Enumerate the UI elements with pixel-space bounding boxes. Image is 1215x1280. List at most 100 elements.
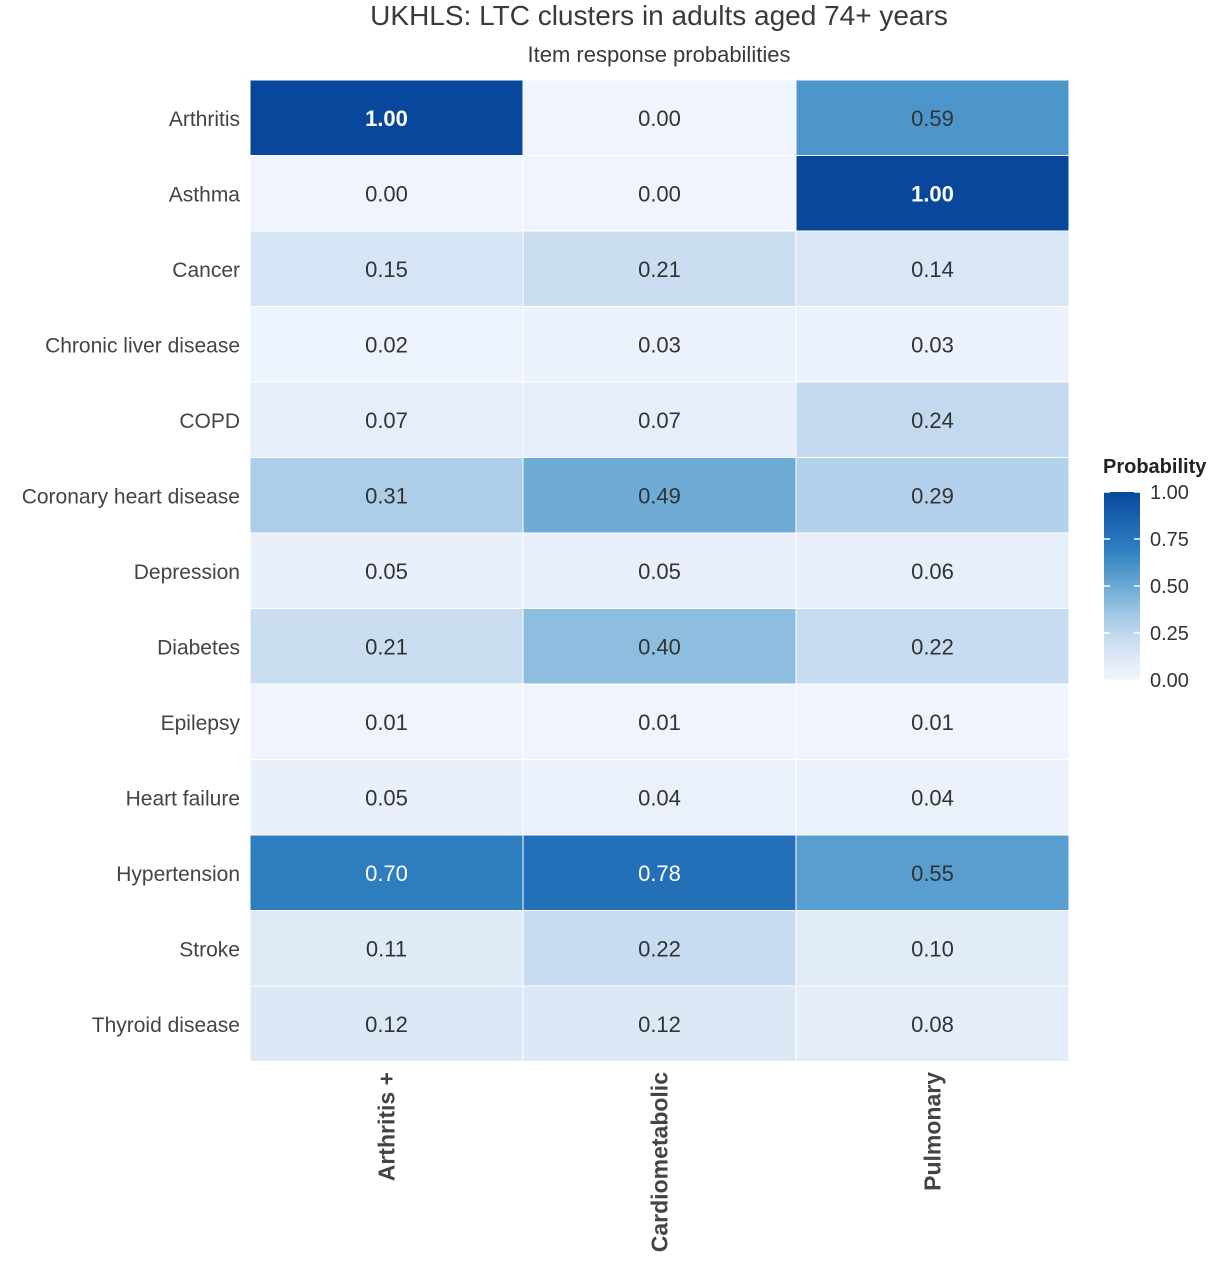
heatmap-cell bbox=[522, 457, 797, 534]
cell-value-label: 0.02 bbox=[365, 332, 408, 357]
heatmap-cell bbox=[249, 155, 524, 232]
heatmap-cell bbox=[795, 608, 1070, 685]
cell-value-label: 0.05 bbox=[638, 559, 681, 584]
cell-value-label: 0.05 bbox=[365, 559, 408, 584]
cell-value-label: 0.59 bbox=[911, 106, 954, 131]
cell-value-label: 0.07 bbox=[638, 408, 681, 433]
legend-ticks: 1.00 0.75 0.50 0.25 0.00 bbox=[1104, 482, 1189, 692]
heatmap-cell bbox=[795, 381, 1070, 458]
heatmap-cell bbox=[795, 683, 1070, 760]
row-label: Coronary heart disease bbox=[22, 485, 240, 508]
legend-tick-label: 0.25 bbox=[1150, 623, 1189, 645]
cell-value-label: 0.49 bbox=[638, 483, 681, 508]
cell-value-label: 0.40 bbox=[638, 634, 681, 659]
cell-value-label: 0.21 bbox=[365, 634, 408, 659]
cell-value-label: 0.04 bbox=[911, 785, 954, 810]
heatmap-cell bbox=[249, 608, 524, 685]
cell-value-label: 0.01 bbox=[638, 710, 681, 735]
chart-subtitle: Item response probabilities bbox=[528, 42, 791, 67]
heatmap-cell bbox=[249, 759, 524, 836]
row-label: Hypertension bbox=[116, 863, 240, 886]
column-label: Pulmonary bbox=[920, 1072, 946, 1191]
row-label: Depression bbox=[134, 561, 240, 584]
cell-value-label: 0.01 bbox=[365, 710, 408, 735]
cell-value-label: 0.04 bbox=[638, 785, 681, 810]
cell-value-label: 0.01 bbox=[911, 710, 954, 735]
cell-value-label: 0.07 bbox=[365, 408, 408, 433]
row-label: Chronic liver disease bbox=[45, 334, 240, 357]
cell-value-label: 0.22 bbox=[638, 936, 681, 961]
heatmap-cell bbox=[795, 306, 1070, 383]
heatmap-cell bbox=[249, 683, 524, 760]
legend-tick-label: 0.75 bbox=[1150, 529, 1189, 551]
column-label: Arthritis + bbox=[374, 1072, 400, 1181]
heatmap-cell bbox=[249, 306, 524, 383]
heatmap-cell bbox=[522, 910, 797, 987]
cell-value-label: 0.55 bbox=[911, 861, 954, 886]
heatmap-cell bbox=[249, 985, 524, 1062]
heatmap-cell bbox=[249, 834, 524, 911]
heatmap-cell bbox=[522, 608, 797, 685]
heatmap-cell bbox=[795, 457, 1070, 534]
heatmap-cells: 1.00 0.00 0.59 0.00 0.00 1.00 0.15 0.21 0.14 0.02… bbox=[249, 79, 1070, 1062]
heatmap-cell bbox=[795, 910, 1070, 987]
cell-value-label: 0.03 bbox=[638, 332, 681, 357]
cell-value-label: 0.15 bbox=[365, 257, 408, 282]
cell-value-label: 0.24 bbox=[911, 408, 954, 433]
heatmap-cell bbox=[522, 532, 797, 609]
heatmap-cell bbox=[522, 155, 797, 232]
heatmap-cell bbox=[249, 381, 524, 458]
cell-value-label: 0.08 bbox=[911, 1012, 954, 1037]
cell-value-label: 0.12 bbox=[365, 1012, 408, 1037]
legend-tick-label: 0.50 bbox=[1150, 576, 1189, 598]
row-label: Epilepsy bbox=[161, 712, 241, 735]
cell-value-label: 0.12 bbox=[638, 1012, 681, 1037]
heatmap-cell bbox=[522, 79, 797, 156]
row-label: Thyroid disease bbox=[92, 1014, 240, 1037]
cell-value-label: 0.70 bbox=[365, 861, 408, 886]
heatmap-cell bbox=[522, 985, 797, 1062]
cell-value-label: 0.22 bbox=[911, 634, 954, 659]
heatmap-cell bbox=[522, 381, 797, 458]
row-label: Heart failure bbox=[126, 787, 240, 810]
row-label: Arthritis bbox=[169, 108, 240, 131]
heatmap-cell bbox=[795, 79, 1070, 156]
row-label: COPD bbox=[179, 410, 240, 433]
cell-value-label: 0.14 bbox=[911, 257, 954, 282]
cell-value-label: 0.10 bbox=[911, 936, 954, 961]
legend-tick-label: 1.00 bbox=[1150, 482, 1189, 504]
column-labels: Arthritis + Cardiometabolic Pulmonary bbox=[374, 1072, 946, 1252]
heatmap-cell bbox=[795, 985, 1070, 1062]
cell-value-label: 0.06 bbox=[911, 559, 954, 584]
row-label: Cancer bbox=[172, 259, 240, 282]
legend: Probability 1.00 0.75 0.50 0.25 0.00 bbox=[1103, 456, 1207, 692]
cell-value-label: 0.21 bbox=[638, 257, 681, 282]
cell-value-label: 0.11 bbox=[366, 936, 407, 961]
column-label: Cardiometabolic bbox=[647, 1072, 673, 1252]
legend-tick-label: 0.00 bbox=[1150, 670, 1189, 692]
cell-value-label: 0.31 bbox=[365, 483, 408, 508]
cell-value-label: 0.00 bbox=[638, 106, 681, 131]
heatmap-cell bbox=[795, 834, 1070, 911]
cell-value-label: 0.00 bbox=[365, 181, 408, 206]
heatmap-cell bbox=[795, 155, 1070, 232]
cell-value-label: 1.00 bbox=[365, 106, 408, 131]
heatmap-cell bbox=[249, 79, 524, 156]
row-label: Stroke bbox=[179, 938, 240, 961]
heatmap-cell bbox=[795, 759, 1070, 836]
cell-value-label: 0.05 bbox=[365, 785, 408, 810]
heatmap-cell bbox=[795, 532, 1070, 609]
heatmap-cell bbox=[522, 230, 797, 307]
cell-value-label: 0.03 bbox=[911, 332, 954, 357]
heatmap-cell bbox=[249, 457, 524, 534]
row-labels: Arthritis Asthma Cancer Chronic liver disea… bbox=[22, 108, 241, 1037]
cell-value-label: 0.29 bbox=[911, 483, 954, 508]
legend-title: Probability bbox=[1103, 456, 1207, 478]
cell-value-label: 0.78 bbox=[638, 861, 681, 886]
row-label: Diabetes bbox=[157, 636, 240, 659]
heatmap-cell bbox=[249, 532, 524, 609]
row-label: Asthma bbox=[169, 183, 241, 206]
heatmap-cell bbox=[522, 759, 797, 836]
chart-title: UKHLS: LTC clusters in adults aged 74+ y… bbox=[370, 0, 948, 31]
